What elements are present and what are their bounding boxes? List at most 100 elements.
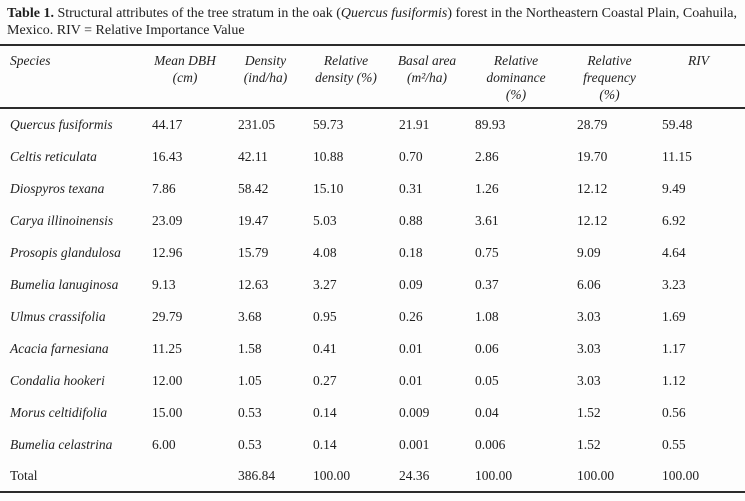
table-row: Carya illinoinensis 23.09 19.47 5.03 0.88 3.6…	[0, 205, 745, 237]
column-header-relative-frequency: Relative frequency (%)	[567, 45, 652, 109]
value-cell: 42.11	[238, 149, 268, 164]
value-cell: 0.01	[399, 341, 423, 356]
species-name: Diospyros texana	[10, 181, 105, 196]
column-header-density: Density (ind/ha)	[228, 45, 303, 109]
value-cell: 0.75	[475, 245, 499, 260]
caption-species-name: Quercus fusiformis	[340, 6, 448, 21]
column-header-line: frequency	[583, 70, 636, 85]
value-cell: 231.05	[238, 117, 276, 132]
value-cell: 4.08	[313, 245, 337, 260]
column-header-line: density (%)	[315, 70, 377, 85]
value-cell: 24.36	[399, 468, 430, 483]
species-name: Acacia farnesiana	[10, 341, 109, 356]
table-row: Bumelia celastrina 6.00 0.53 0.14 0.001 0.006…	[0, 429, 745, 461]
value-cell: 0.41	[313, 341, 337, 356]
column-header-line: Species	[10, 53, 51, 68]
value-cell: 100.00	[662, 468, 700, 483]
column-header-line: (%)	[599, 87, 620, 102]
value-cell: 0.05	[475, 373, 499, 388]
value-cell: 1.26	[475, 181, 499, 196]
column-header-relative-density: Relative density (%)	[303, 45, 389, 109]
value-cell: 29.79	[152, 309, 183, 324]
species-name: Bumelia lanuginosa	[10, 277, 119, 292]
column-header-species: Species	[0, 45, 142, 109]
column-header-line: (cm)	[172, 70, 198, 85]
value-cell: 58.42	[238, 181, 269, 196]
value-cell: 0.27	[313, 373, 337, 388]
value-cell: 0.18	[399, 245, 423, 260]
value-cell: 0.88	[399, 213, 423, 228]
value-cell: 6.00	[152, 437, 176, 452]
species-name: Ulmus crassifolia	[10, 309, 106, 324]
value-cell: 0.31	[399, 181, 423, 196]
table-row: Bumelia lanuginosa 9.13 12.63 3.27 0.09 0.37 6…	[0, 269, 745, 301]
value-cell: 7.86	[152, 181, 176, 196]
value-cell: 12.96	[152, 245, 183, 260]
value-cell: 5.03	[313, 213, 337, 228]
value-cell: 0.55	[662, 437, 686, 452]
value-cell: 89.93	[475, 117, 506, 132]
column-header-line: Relative	[587, 53, 632, 68]
value-cell: 1.05	[238, 373, 262, 388]
table-row: Quercus fusiformis 44.17 231.05 59.73 21.91 8…	[0, 108, 745, 141]
column-header-basal-area: Basal area (m²/ha)	[389, 45, 465, 109]
column-header-line: (%)	[505, 87, 527, 102]
column-header-line: (m²/ha)	[406, 70, 448, 85]
value-cell: 0.53	[238, 437, 262, 452]
species-name: Celtis reticulata	[10, 149, 97, 164]
value-cell: 3.27	[313, 277, 337, 292]
value-cell: 0.95	[313, 309, 337, 324]
species-name: Morus celtidifolia	[10, 405, 108, 420]
value-cell: 9.09	[577, 245, 601, 260]
value-cell: 12.63	[238, 277, 269, 292]
caption-line-1: Table 1. Structural attributes of the tr…	[7, 5, 741, 22]
total-row: Total 386.84 100.00 24.36 100.00 100.00 100.00	[0, 461, 745, 492]
value-cell: 386.84	[238, 468, 276, 483]
value-cell: 3.03	[577, 373, 601, 388]
value-cell: 11.15	[662, 149, 692, 164]
value-cell: 9.13	[152, 277, 176, 292]
header-row: Species Mean DBH (cm) Density (ind/ha) Relati…	[0, 45, 745, 109]
value-cell: 3.68	[238, 309, 262, 324]
caption-text-after: ) forest in the Northeastern Coastal Pla…	[447, 6, 737, 21]
value-cell: 11.25	[152, 341, 182, 356]
value-cell: 100.00	[577, 468, 615, 483]
caption-text: Structural attributes of the tree stratu…	[53, 6, 341, 21]
table-row: Prosopis glandulosa 12.96 15.79 4.08 0.18 0.7…	[0, 237, 745, 269]
value-cell: 3.03	[577, 341, 601, 356]
value-cell: 6.06	[577, 277, 601, 292]
value-cell: 100.00	[313, 468, 351, 483]
structural-attributes-table: Species Mean DBH (cm) Density (ind/ha) Relati…	[0, 44, 745, 493]
value-cell: 12.00	[152, 373, 183, 388]
value-cell: 0.001	[399, 437, 430, 452]
value-cell: 59.73	[313, 117, 344, 132]
species-name: Condalia hookeri	[10, 373, 105, 388]
table-caption: Table 1. Structural attributes of the tr…	[0, 0, 745, 39]
value-cell: 1.69	[662, 309, 686, 324]
value-cell: 1.12	[662, 373, 686, 388]
table-row: Acacia farnesiana 11.25 1.58 0.41 0.01 0.06 3.…	[0, 333, 745, 365]
value-cell: 19.47	[238, 213, 269, 228]
value-cell: 0.53	[238, 405, 262, 420]
value-cell: 2.86	[475, 149, 499, 164]
value-cell: 15.00	[152, 405, 183, 420]
total-label: Total	[10, 468, 38, 483]
value-cell: 1.52	[577, 405, 601, 420]
value-cell	[142, 461, 228, 492]
column-header-riv: RIV	[652, 45, 745, 109]
value-cell: 44.17	[152, 117, 183, 132]
value-cell: 15.79	[238, 245, 269, 260]
value-cell: 0.09	[399, 277, 423, 292]
value-cell: 12.12	[577, 213, 608, 228]
value-cell: 23.09	[152, 213, 183, 228]
value-cell: 1.17	[662, 341, 686, 356]
value-cell: 6.92	[662, 213, 686, 228]
caption-line-2: Mexico. RIV = Relative Importance Value	[7, 23, 245, 38]
value-cell: 1.52	[577, 437, 601, 452]
species-name: Carya illinoinensis	[10, 213, 114, 228]
value-cell: 0.70	[399, 149, 423, 164]
table-row: Celtis reticulata 16.43 42.11 10.88 0.70 2.86…	[0, 141, 745, 173]
column-header-line: Basal area	[397, 53, 457, 68]
value-cell: 0.14	[313, 405, 337, 420]
value-cell: 16.43	[152, 149, 183, 164]
